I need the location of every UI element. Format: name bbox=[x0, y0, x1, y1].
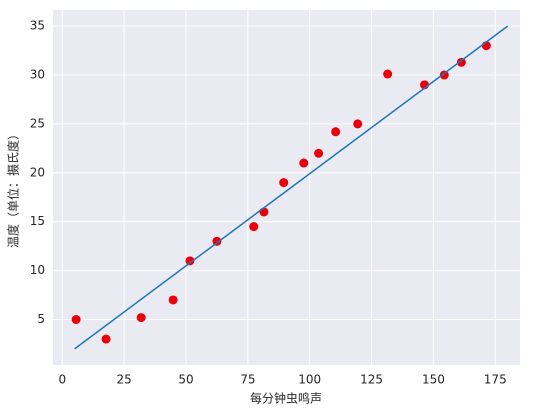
x-tick-label: 25 bbox=[116, 373, 131, 387]
x-tick-label: 50 bbox=[178, 373, 193, 387]
data-point bbox=[259, 207, 269, 217]
y-tick-label: 5 bbox=[37, 312, 45, 326]
y-tick-label: 35 bbox=[30, 19, 45, 33]
y-tick-label: 25 bbox=[30, 116, 45, 130]
data-point bbox=[314, 148, 324, 158]
data-point bbox=[101, 334, 111, 344]
y-tick-label: 20 bbox=[30, 165, 45, 179]
data-point bbox=[279, 178, 289, 188]
data-point bbox=[71, 315, 81, 325]
data-point bbox=[185, 256, 195, 266]
x-tick-label: 150 bbox=[422, 373, 445, 387]
y-tick-label: 15 bbox=[30, 214, 45, 228]
y-tick-label: 30 bbox=[30, 68, 45, 82]
data-point bbox=[249, 222, 259, 232]
y-axis-label: 温度（单位：摄氏度） bbox=[6, 128, 21, 248]
x-tick-label: 75 bbox=[240, 373, 255, 387]
x-tick-label: 0 bbox=[58, 373, 66, 387]
x-tick-label: 100 bbox=[298, 373, 321, 387]
data-point bbox=[439, 70, 449, 80]
y-tick-label: 10 bbox=[30, 263, 45, 277]
data-point bbox=[383, 69, 393, 79]
regression-line bbox=[74, 25, 509, 350]
x-tick-label: 175 bbox=[484, 373, 507, 387]
data-point bbox=[136, 313, 146, 323]
x-axis-label: 每分钟虫鸣声 bbox=[250, 391, 322, 406]
x-tick-label: 125 bbox=[360, 373, 383, 387]
plot-background bbox=[53, 10, 520, 365]
data-point bbox=[456, 57, 466, 67]
data-point bbox=[331, 127, 341, 137]
data-point bbox=[212, 236, 222, 246]
data-point bbox=[299, 158, 309, 168]
data-point bbox=[353, 119, 363, 129]
data-point bbox=[168, 295, 178, 305]
